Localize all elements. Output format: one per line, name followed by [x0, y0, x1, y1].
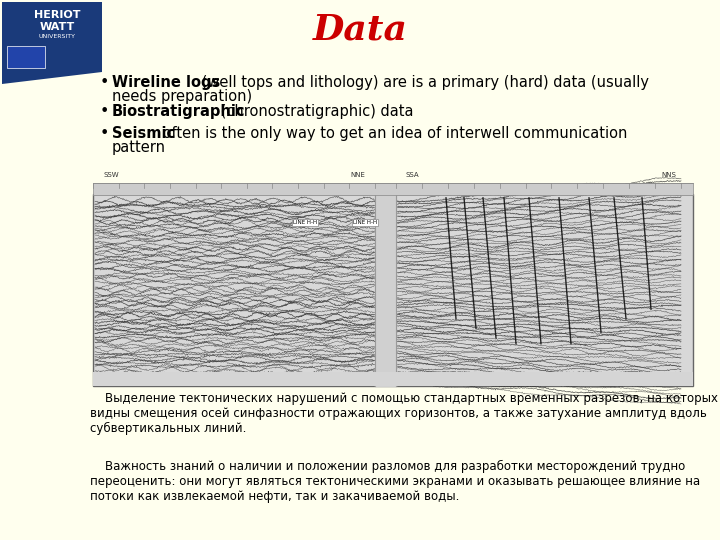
Text: pattern: pattern: [112, 140, 166, 155]
Text: (chronostratigraphic) data: (chronostratigraphic) data: [216, 104, 414, 119]
Text: NNS: NNS: [661, 172, 676, 178]
Text: •: •: [100, 75, 109, 90]
Text: Важность знаний о наличии и положении разломов для разработки месторождений труд: Важность знаний о наличии и положении ра…: [90, 460, 700, 503]
Bar: [93, 194, 693, 386]
Text: HERIOT: HERIOT: [34, 10, 80, 19]
Text: Wireline logs: Wireline logs: [112, 75, 220, 90]
Text: Seismic: Seismic: [112, 126, 175, 141]
Text: •: •: [100, 126, 109, 141]
Text: LINE H-H: LINE H-H: [293, 220, 317, 225]
Text: Data: Data: [312, 13, 408, 47]
Text: SSA: SSA: [406, 172, 420, 178]
Bar: [7, 46, 45, 68]
Text: Biostratigraphic: Biostratigraphic: [112, 104, 246, 119]
Text: LINE H-H: LINE H-H: [353, 220, 377, 225]
Text: often is the only way to get an idea of interwell communication: often is the only way to get an idea of …: [158, 126, 627, 141]
Text: SSW: SSW: [103, 172, 119, 178]
Text: Выделение тектонических нарушений с помощью стандартных временных разрезов, на к: Выделение тектонических нарушений с помо…: [90, 392, 718, 435]
Bar: [93, 183, 693, 195]
Bar: [2, 2, 102, 72]
Text: •: •: [100, 104, 109, 119]
Polygon shape: [2, 72, 102, 84]
Bar: [93, 372, 693, 386]
Text: (well tops and lithology) are is a primary (hard) data (usually: (well tops and lithology) are is a prima…: [197, 75, 649, 90]
Text: NNE: NNE: [350, 172, 365, 178]
Text: needs preparation): needs preparation): [112, 89, 252, 104]
Text: UNIVERSITY: UNIVERSITY: [38, 35, 76, 39]
Text: WATT: WATT: [40, 22, 75, 32]
